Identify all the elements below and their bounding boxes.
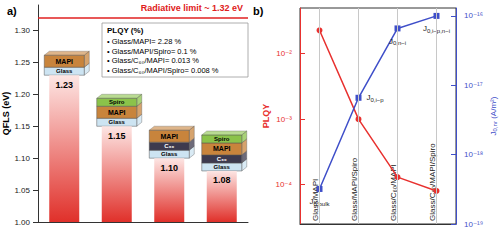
svg-text:Glass/C₆₀/MAPI/Spiro: Glass/C₆₀/MAPI/Spiro [428,143,437,221]
svg-text:1.10: 1.10 [14,154,30,163]
svg-text:J: J [488,131,498,136]
svg-text:10⁻²: 10⁻² [276,49,292,58]
svg-text:a): a) [7,5,17,17]
svg-text:1.08: 1.08 [213,175,231,185]
svg-text:1.10: 1.10 [160,163,178,173]
svg-text:J: J [309,197,314,207]
svg-text:C₆₀: C₆₀ [217,156,227,162]
svg-text:(A/m²): (A/m²) [489,96,498,121]
svg-text:Glass/MAPI/Spiro: Glass/MAPI/Spiro [350,157,359,221]
svg-text:QFLS (eV): QFLS (eV) [1,92,11,136]
svg-text:0,bulk: 0,bulk [313,201,330,207]
svg-text:0,i−p,n−i: 0,i−p,n−i [427,28,450,34]
svg-text:10⁻¹⁶: 10⁻¹⁶ [464,11,483,20]
svg-text:• Glass/MAPI= 2.28 %: • Glass/MAPI= 2.28 % [107,37,181,46]
svg-text:MAPI: MAPI [56,58,74,65]
svg-text:Glass: Glass [214,164,231,170]
svg-text:1.25: 1.25 [14,58,30,67]
svg-text:0,i−p: 0,i−p [371,97,385,103]
svg-text:J: J [388,36,393,46]
svg-text:Glass: Glass [56,68,73,74]
svg-text:b): b) [253,5,264,17]
svg-text:• Glass/C₆₀/MAPI/Spiro= 0.008: • Glass/C₆₀/MAPI/Spiro= 0.008 % [107,66,219,75]
svg-text:Glass/C₆₀/MAPI: Glass/C₆₀/MAPI [389,164,398,221]
svg-text:Glass: Glass [109,119,126,125]
svg-text:J: J [366,93,371,103]
svg-text:1.20: 1.20 [14,90,30,99]
svg-text:MAPI: MAPI [161,133,179,140]
svg-text:1.15: 1.15 [14,122,30,131]
svg-text:Radiative limit ~ 1.32 eV: Radiative limit ~ 1.32 eV [141,3,243,13]
svg-text:MAPI: MAPI [213,145,231,152]
svg-text:Spiro: Spiro [109,99,125,105]
svg-text:J: J [423,24,427,34]
svg-text:MAPI: MAPI [108,109,126,116]
svg-text:10⁻¹⁸: 10⁻¹⁸ [464,150,483,159]
svg-text:10⁻¹⁹: 10⁻¹⁹ [464,220,483,229]
svg-text:1.23: 1.23 [55,80,73,90]
svg-text:0,nr: 0,nr [492,121,498,131]
svg-text:0,n−i: 0,n−i [393,40,406,46]
svg-text:• Glass/C₆₀/MAPI= 0.013 %: • Glass/C₆₀/MAPI= 0.013 % [107,56,199,65]
svg-text:1.00: 1.00 [14,218,30,227]
svg-text:PLQY: PLQY [261,104,271,129]
svg-text:Glass/MAPI: Glass/MAPI [311,178,320,221]
svg-text:C₆₀: C₆₀ [164,143,174,149]
svg-text:• Glass/MAPI/Spiro= 0.1 %: • Glass/MAPI/Spiro= 0.1 % [107,47,197,56]
svg-text:Glass: Glass [161,151,178,157]
svg-text:10⁻¹⁷: 10⁻¹⁷ [464,81,483,90]
svg-text:1.15: 1.15 [108,131,126,141]
svg-text:Spiro: Spiro [214,136,230,142]
svg-text:1.30: 1.30 [14,26,30,35]
svg-text:10⁻³: 10⁻³ [276,115,292,124]
svg-text:1.05: 1.05 [14,186,30,195]
svg-text:PLQY (%): PLQY (%) [107,26,144,35]
svg-text:10⁻⁴: 10⁻⁴ [275,180,292,189]
